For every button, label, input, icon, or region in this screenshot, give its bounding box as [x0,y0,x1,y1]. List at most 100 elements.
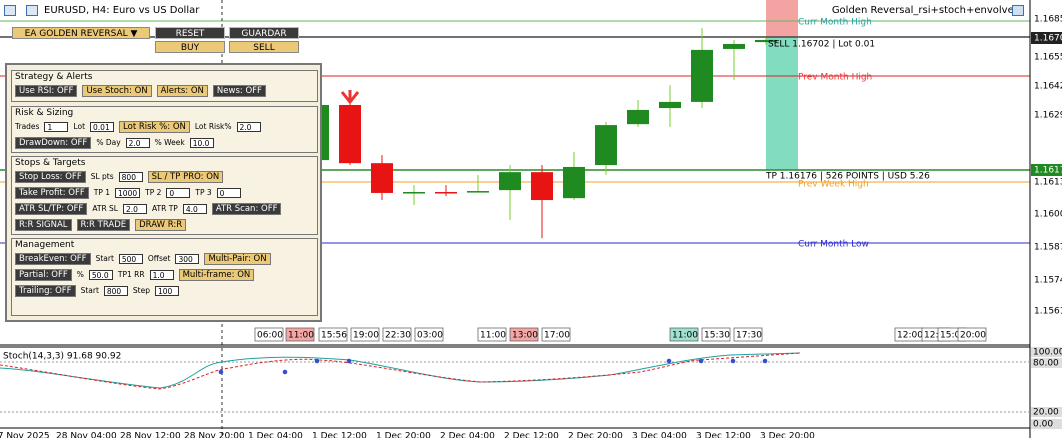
toggle-button[interactable]: BreakEven: OFF [15,252,91,265]
field-input[interactable]: 800 [103,285,128,296]
candle-body [755,39,777,43]
menu-icon[interactable] [4,5,16,16]
time-label-box [414,327,444,342]
toggle-button[interactable]: Use RSI: OFF [15,84,78,97]
time-label: 22:30 [385,331,411,341]
toggle-button[interactable]: Trailing: OFF [15,284,76,297]
sell-button[interactable]: SELL [229,41,299,53]
field-label: Start [95,254,114,263]
panel-row: ATR SL/TP: OFF ATR SL 2.0 ATR TP 4.0 ATR Scan… [15,202,282,215]
field-label: ATR SL [92,204,118,213]
stoch-label-bg [1031,347,1062,357]
chart-icon[interactable] [26,5,38,16]
candle-body [467,191,489,193]
toggle-button[interactable]: Partial: OFF [15,268,72,281]
time-label-box [477,327,507,342]
stoch-dot [762,358,768,364]
field-input[interactable]: 4.0 [182,203,207,214]
time-label-box [701,327,731,342]
price-label: 1.1574 [1034,276,1062,286]
time-label: 03:00 [417,331,443,341]
buy-button[interactable]: BUY [155,41,225,53]
field-label: Offset [147,254,171,263]
section-title: Stops & Targets [15,158,86,168]
ea-menu-button[interactable]: EA GOLDEN REVERSAL ▼ [12,27,150,39]
sell-arrow [340,90,360,105]
field-input[interactable]: 300 [175,253,200,264]
date-label: 3 Dec 04:00 [632,432,687,438]
date-label: 1 Dec 20:00 [376,432,431,438]
price-marker [1031,164,1062,176]
field-input[interactable]: 1.0 [149,269,174,280]
field-input[interactable]: 800 [118,171,143,182]
date-label: 2 Dec 04:00 [440,432,495,438]
time-label: 20:00 [960,331,986,341]
toggle-button[interactable]: Multi-frame: ON [178,268,255,281]
panel-row: BreakEven: OFF Start 500 Offset 300 Multi-Pai… [15,252,271,265]
field-input[interactable]: 1 [44,121,69,132]
toggle-button[interactable]: R:R SIGNAL [15,218,72,231]
time-label: 11:00 [480,331,506,341]
field-input[interactable]: 1000 [115,187,141,198]
toggle-button[interactable]: ATR Scan: OFF [211,202,282,215]
date-label: 27 Nov 2025 [0,432,50,438]
level-label: Curr Month Low [798,240,869,250]
field-label: SL pts [90,172,114,181]
time-label-box [957,327,987,342]
ea-name: Golden Reversal_rsi+stoch+envolvent [831,5,1024,16]
toggle-button[interactable]: R:R TRADE [76,218,131,231]
toggle-button[interactable]: Use Stoch: ON [82,84,152,97]
toggle-button[interactable]: Take Profit: OFF [15,186,89,199]
settings-panel: Strategy & Alerts Use RSI: OFF Use Stoch: … [5,63,322,322]
field-input[interactable]: 0 [166,187,191,198]
time-label-box [669,327,699,342]
date-label: 1 Dec 12:00 [312,432,367,438]
field-input[interactable]: 0 [216,187,241,198]
toggle-button[interactable]: Multi-Pair: ON [204,252,271,265]
toggle-button[interactable]: Alerts: ON [156,84,208,97]
candle-body [339,104,361,164]
toggle-button[interactable]: Lot Risk %: ON [119,120,190,133]
field-input[interactable]: 2.0 [236,121,261,132]
field-label: ATR TP [151,204,178,213]
candle-body [435,192,457,194]
stoch-dot [218,369,224,375]
field-label: TP1 RR [117,270,145,279]
reset-button[interactable]: RESET [155,27,225,39]
field-input[interactable]: 0.01 [90,121,115,132]
symbol-title: EURUSD, H4: Euro vs US Dollar [44,5,200,16]
field-input[interactable]: 10.0 [189,137,214,148]
stoch-label: 100.00 [1033,348,1062,358]
toggle-button[interactable]: ATR SL/TP: OFF [15,202,88,215]
stoch-dot [314,358,320,364]
toggle-button[interactable]: SL / TP PRO: ON [147,170,224,183]
section-title: Strategy & Alerts [15,72,93,82]
date-label: 28 Nov 12:00 [120,432,181,438]
time-label-box [285,327,315,342]
panel-section: Stops & Targets Stop Loss: OFF SL pts 800 SL… [11,156,318,235]
date-label: 3 Dec 20:00 [760,432,815,438]
panel-row: Trailing: OFF Start 800 Step 100 [15,284,179,297]
date-label: 1 Dec 04:00 [248,432,303,438]
field-input[interactable]: 50.0 [88,269,113,280]
field-input[interactable]: 2.0 [122,203,147,214]
field-label: % Week [154,138,185,147]
toggle-button[interactable]: DrawDown: OFF [15,136,92,149]
toggle-button[interactable]: News: OFF [212,84,266,97]
time-label: 11:00 [672,331,698,341]
date-label: 28 Nov 04:00 [56,432,117,438]
field-input[interactable]: 2.0 [125,137,150,148]
toggle-button[interactable]: Stop Loss: OFF [15,170,86,183]
stoch-label-bg [1031,407,1062,417]
time-label: 06:00 [257,331,283,341]
price-label: 1.1655 [1034,53,1062,63]
toggle-button[interactable]: DRAW R:R [135,218,187,231]
field-label: Trades [15,122,40,131]
field-input[interactable]: 100 [154,285,179,296]
field-input[interactable]: 500 [118,253,143,264]
stoch-dot [730,358,736,364]
save-button[interactable]: GUARDAR [229,27,299,39]
candle-body [563,166,585,199]
price-label: 1.1587 [1034,243,1062,253]
